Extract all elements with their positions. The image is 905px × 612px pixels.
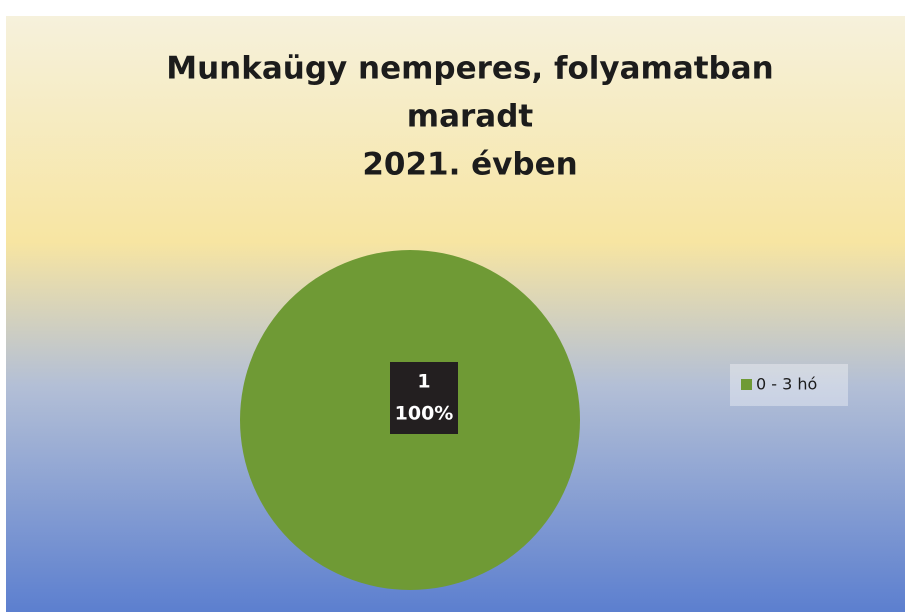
title-line: 2021. évben [362, 147, 577, 183]
chart-title: Munkaügy nemperes, folyamatban maradt 2021… [166, 51, 773, 183]
data-label-value: 1 [417, 371, 430, 393]
legend-swatch [741, 379, 752, 390]
data-label-box [390, 362, 458, 434]
title-line: Munkaügy nemperes, folyamatban [166, 51, 773, 87]
title-line: maradt [407, 99, 534, 135]
legend-label: 0 - 3 hó [756, 375, 817, 394]
data-label-percent: 100% [395, 403, 454, 425]
